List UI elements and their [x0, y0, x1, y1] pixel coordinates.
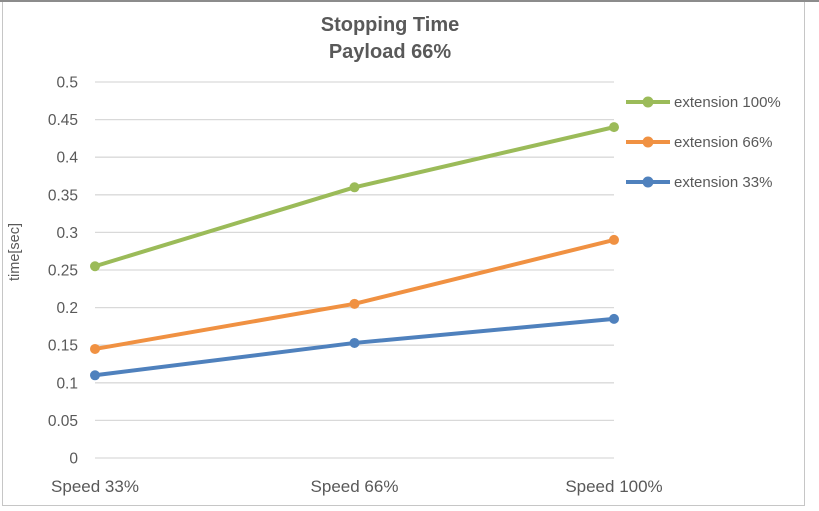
chart-title-line1: Stopping Time [320, 14, 460, 36]
y-tick-label: 0.2 [56, 300, 78, 317]
y-tick-label: 0.1 [56, 375, 78, 392]
series-line [93, 237, 616, 351]
series-marker [349, 298, 360, 309]
chart-title-line2: Payload 66% [328, 41, 452, 63]
y-tick-label: 0.45 [48, 112, 78, 129]
x-category-label: Speed 100% [565, 477, 662, 496]
legend-item: extension 66% [625, 122, 781, 162]
chart-title: Stopping Time Payload 66% [0, 12, 780, 66]
y-tick-label: 0.4 [56, 150, 78, 167]
series-marker [349, 182, 360, 193]
legend-line-marker-icon [626, 176, 670, 188]
legend: extension 100% extension 66% extension 33% [625, 82, 781, 202]
series-marker [609, 122, 619, 133]
legend-label: extension 33% [674, 173, 773, 191]
legend-label: extension 100% [674, 93, 781, 111]
top-edge-line [0, 0, 819, 2]
y-tick-label: 0.35 [48, 187, 78, 204]
series-line [93, 125, 616, 269]
y-tick-label: 0 [69, 451, 78, 468]
y-tick-label: 0.05 [48, 413, 78, 430]
x-category-label: Speed 33% [51, 477, 139, 496]
y-tick-label: 0.25 [48, 263, 78, 280]
series-marker [90, 370, 100, 381]
x-category-label: Speed 66% [311, 477, 399, 496]
series-marker [349, 337, 360, 348]
y-tick-label: 0.5 [56, 75, 78, 92]
series-marker [609, 234, 619, 245]
y-tick-label: 0.15 [48, 338, 78, 355]
legend-line-marker-icon [626, 96, 670, 108]
legend-label: extension 66% [674, 133, 773, 151]
series-marker [90, 261, 100, 272]
legend-line-marker-icon [626, 136, 670, 148]
series-marker [90, 343, 100, 354]
y-tick-label: 0.3 [56, 225, 78, 242]
series-marker [609, 313, 619, 324]
legend-item: extension 100% [625, 82, 781, 122]
legend-item: extension 33% [625, 162, 781, 202]
